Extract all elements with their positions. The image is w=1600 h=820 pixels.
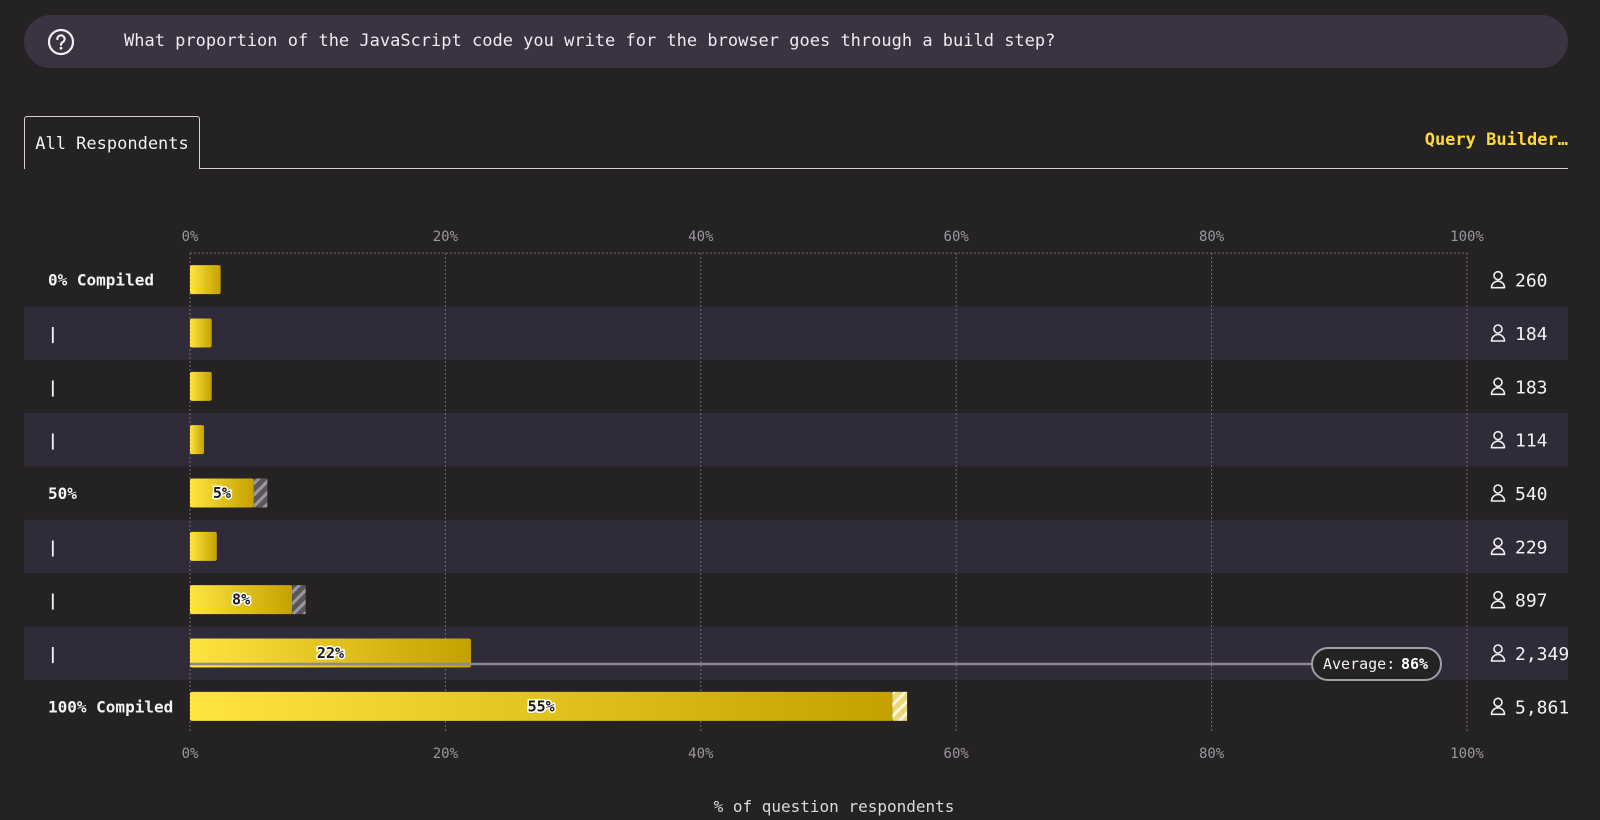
tabs-divider — [24, 168, 1568, 169]
person-icon-head — [1493, 377, 1503, 388]
bar-value-label: 22% — [317, 644, 344, 662]
person-icon-body — [1490, 387, 1506, 396]
category-label: | — [48, 591, 58, 611]
bar — [190, 638, 471, 668]
bar-value-label: 8% — [232, 591, 250, 609]
person-icon — [1490, 644, 1506, 662]
bar — [190, 478, 254, 508]
x-tick-label-top: 20% — [433, 229, 459, 245]
respondent-count: 2,349 — [1515, 644, 1569, 665]
average-badge-frame — [1311, 647, 1442, 681]
bar — [190, 318, 212, 348]
average-badge: Average: 86% — [1311, 647, 1442, 681]
row-band — [24, 306, 1568, 360]
x-tick-label-top: 0% — [182, 229, 199, 245]
respondent-count: 260 — [1515, 271, 1548, 292]
person-icon — [1490, 590, 1506, 609]
x-tick-label-bottom: 40% — [688, 746, 714, 762]
category-label: | — [48, 324, 58, 344]
category-label: 0% Compiled — [48, 271, 154, 290]
x-tick-label-bottom: 100% — [1450, 746, 1484, 762]
query-builder-link[interactable]: Query Builder… — [1424, 130, 1568, 150]
person-icon-body — [1490, 440, 1506, 449]
question-text: What proportion of the JavaScript code y… — [124, 31, 1056, 51]
person-icon-body — [1490, 493, 1506, 502]
bar — [190, 425, 205, 455]
x-tick-label-bottom: 20% — [433, 746, 459, 762]
person-icon-head — [1493, 430, 1503, 441]
bar — [190, 371, 212, 401]
average-value: 86% — [1401, 655, 1428, 673]
person-icon-head — [1493, 697, 1503, 708]
x-tick-label-bottom: 80% — [1199, 746, 1225, 762]
respondent-count: 229 — [1515, 537, 1548, 558]
question-circle-icon — [47, 28, 75, 56]
x-tick-label-top: 100% — [1450, 229, 1484, 245]
bar — [190, 691, 893, 721]
person-icon-head — [1493, 537, 1503, 548]
bar-value-label: 55% — [528, 697, 555, 715]
respondent-count: 897 — [1515, 591, 1548, 612]
category-label: | — [48, 644, 58, 664]
respondent-count: 183 — [1515, 377, 1548, 398]
bar-error-margin — [892, 691, 908, 721]
row-band — [24, 519, 1568, 573]
person-icon-body — [1490, 280, 1506, 289]
bar — [190, 585, 293, 615]
question-banner: What proportion of the JavaScript code y… — [24, 15, 1568, 68]
category-label: | — [48, 377, 58, 397]
respondent-count: 184 — [1515, 324, 1548, 345]
bar-error-margin — [292, 585, 306, 615]
person-icon — [1490, 324, 1506, 342]
person-icon-body — [1490, 653, 1506, 662]
person-icon-body — [1490, 600, 1506, 609]
x-tick-label-top: 60% — [944, 229, 970, 245]
category-label: 100% Compiled — [48, 697, 173, 716]
person-icon-head — [1493, 590, 1503, 601]
person-icon — [1490, 270, 1506, 289]
category-label: | — [48, 537, 58, 557]
x-tick-label-bottom: 60% — [944, 746, 970, 762]
person-icon-head — [1493, 324, 1503, 334]
respondent-count: 114 — [1515, 431, 1548, 452]
respondent-count: 5,861 — [1515, 697, 1569, 718]
person-icon — [1490, 484, 1506, 502]
x-tick-label-bottom: 0% — [182, 746, 199, 762]
row-band — [24, 413, 1568, 467]
average-label: Average: — [1323, 655, 1395, 673]
bar-value-label: 5% — [213, 484, 231, 502]
person-icon — [1490, 697, 1506, 716]
person-icon — [1490, 377, 1506, 396]
person-icon — [1490, 430, 1506, 449]
x-tick-label-top: 40% — [688, 229, 714, 245]
person-icon — [1490, 537, 1506, 556]
bar-error-margin — [253, 478, 268, 508]
bar — [190, 265, 221, 295]
person-icon-head — [1493, 644, 1503, 654]
category-label: 50% — [48, 484, 77, 503]
person-icon-body — [1490, 707, 1506, 716]
person-icon-body — [1490, 547, 1506, 556]
person-icon-body — [1490, 333, 1506, 342]
bar — [190, 531, 217, 561]
category-label: | — [48, 431, 58, 451]
x-axis-label: % of question respondents — [713, 797, 955, 816]
respondent-count: 540 — [1515, 484, 1548, 505]
person-icon-head — [1493, 270, 1503, 281]
person-icon-head — [1493, 484, 1503, 494]
tab-all-respondents[interactable]: All Respondents — [24, 116, 200, 169]
x-tick-label-top: 80% — [1199, 229, 1225, 245]
